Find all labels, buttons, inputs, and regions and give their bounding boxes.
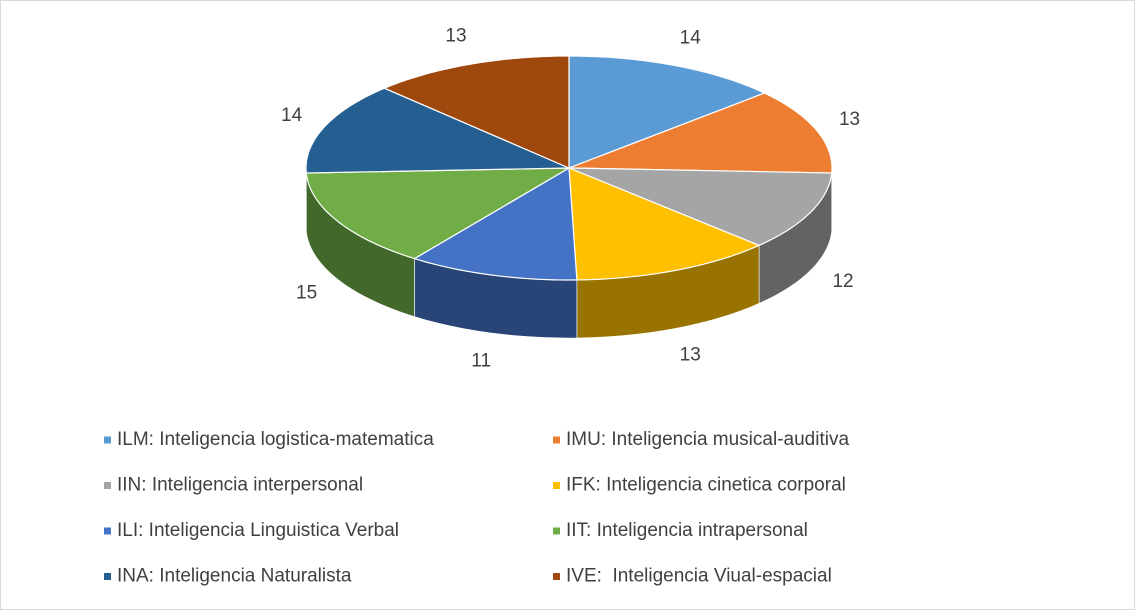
- legend-swatch: [553, 527, 560, 535]
- data-label: 13: [445, 26, 466, 47]
- pie-slice: [568, 167, 833, 247]
- data-label: 12: [832, 271, 853, 292]
- legend-swatch: [104, 482, 111, 489]
- legend-label: IIT: Inteligencia intrapersonal: [566, 520, 808, 541]
- legend-swatch: [553, 436, 560, 444]
- legend-swatch: [553, 573, 560, 580]
- legend-label: IFK: Inteligencia cinetica corporal: [566, 475, 846, 496]
- legend-label: IMU: Inteligencia musical-auditiva: [566, 429, 849, 450]
- pie-slice: [568, 92, 833, 174]
- legend-swatch: [104, 436, 111, 444]
- data-label: 14: [680, 27, 702, 48]
- legend-swatch: [104, 527, 111, 535]
- data-label: 11: [471, 351, 491, 372]
- legend-label: ILI: Inteligencia Linguistica Verbal: [117, 520, 399, 541]
- data-label: 13: [680, 345, 701, 366]
- pie-slice: [305, 167, 572, 260]
- legend-label: ILM: Inteligencia logistica-matematica: [117, 429, 434, 450]
- data-label: 13: [839, 109, 860, 130]
- data-label: 15: [296, 282, 317, 303]
- legend-label: IVE: Inteligencia Viual-espacial: [566, 566, 832, 587]
- pie-slice: [382, 55, 570, 169]
- pie-slice: [568, 167, 761, 281]
- pie-slice: [568, 55, 766, 169]
- legend-swatch: [553, 482, 560, 489]
- pie-slice: [412, 166, 578, 281]
- pie-slice: [305, 87, 570, 174]
- legend-label: IIN: Inteligencia interpersonal: [117, 475, 363, 496]
- data-label: 14: [281, 105, 303, 126]
- legend-swatch: [104, 573, 111, 580]
- legend-label: INA: Inteligencia Naturalista: [117, 566, 352, 587]
